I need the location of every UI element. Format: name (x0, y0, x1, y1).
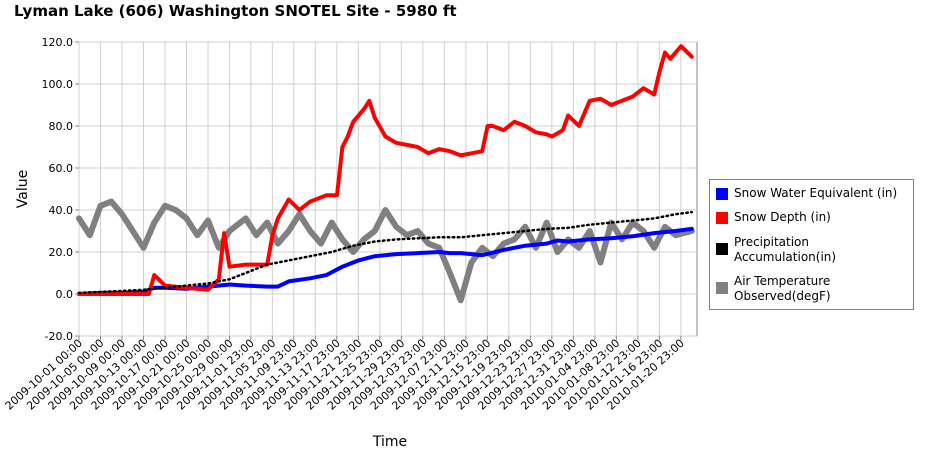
series-line-air-temperature-observed-degf (76, 198, 695, 304)
legend-swatch-air-temperature (716, 282, 728, 294)
legend-swatch-precipitation (716, 243, 728, 255)
y-tick-label: 100.0 (42, 78, 74, 91)
y-tick-label: 0.0 (56, 288, 74, 301)
legend-item-snow-depth: Snow Depth (in) (716, 210, 904, 225)
legend-label-swe: Snow Water Equivalent (in) (734, 186, 898, 200)
y-tick-label: 80.0 (49, 120, 74, 133)
plot-area (78, 41, 698, 337)
y-tick-label: 120.0 (42, 36, 74, 49)
y-tick-label: 20.0 (49, 246, 74, 259)
y-tick-label: 60.0 (49, 162, 74, 175)
legend-item-swe: Snow Water Equivalent (in) (716, 186, 904, 201)
y-axis-title: Value (15, 170, 31, 208)
x-axis-title: Time (372, 434, 407, 450)
y-tick-label: -20.0 (45, 330, 73, 343)
y-tick-label: 40.0 (49, 204, 74, 217)
legend-swatch-snow-depth (716, 212, 728, 224)
legend-label-air-temperature: Air Temperature Observed(degF) (734, 274, 831, 303)
legend-label-precipitation: Precipitation Accumulation(in) (734, 235, 837, 264)
series-line-snow-depth-in (77, 44, 694, 296)
legend-item-precipitation: Precipitation Accumulation(in) (716, 235, 904, 265)
legend-item-air-temperature: Air Temperature Observed(degF) (716, 274, 904, 304)
legend-swatch-swe (716, 188, 728, 200)
chart-title: Lyman Lake (606) Washington SNOTEL Site … (14, 2, 457, 20)
legend-label-snow-depth: Snow Depth (in) (734, 210, 831, 224)
axis-layer: 120.0100.080.060.040.020.00.0-20.02009-1… (3, 36, 687, 413)
legend: Snow Water Equivalent (in) Snow Depth (i… (709, 179, 914, 310)
series-layer (76, 44, 695, 304)
series-line-precipitation-accumulation-in (77, 210, 694, 295)
